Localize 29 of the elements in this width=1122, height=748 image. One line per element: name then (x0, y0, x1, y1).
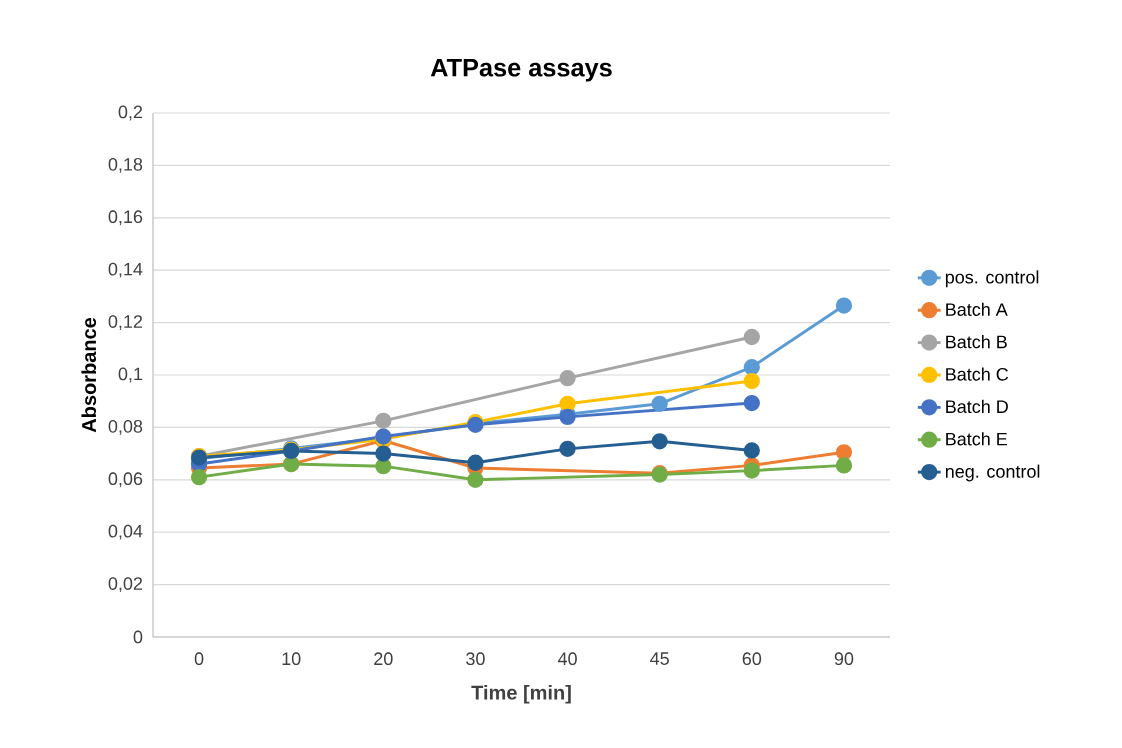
chart-title: ATPase assays (430, 58, 612, 82)
x-tick-label: 0 (194, 652, 204, 666)
legend-label: Batch D (946, 399, 1008, 414)
y-tick-label: 0,1 (118, 367, 143, 383)
y-axis-title: Absorbance (81, 317, 97, 433)
x-tick-label: 40 (557, 652, 577, 666)
y-tick-label: 0,18 (108, 157, 143, 173)
y-tick-label: 0,04 (108, 524, 143, 540)
legend-label: Batch C (946, 367, 1009, 381)
x-tick-label: 45 (650, 652, 669, 665)
legend-label: Batch B (946, 335, 1007, 349)
y-tick-label: 0 (133, 630, 143, 644)
legend-label: Batch E (946, 432, 1007, 446)
legend-label: Batch A (946, 302, 1008, 316)
y-tick-label: 0,02 (108, 577, 143, 593)
y-tick-label: 0,08 (108, 419, 143, 435)
x-tick-label: 60 (742, 652, 762, 666)
x-tick-label: 20 (374, 652, 393, 666)
x-tick-label: 90 (834, 652, 854, 666)
y-tick-label: 0,06 (108, 472, 143, 488)
legend-label: pos. control (945, 270, 1039, 288)
y-tick-label: 0,2 (118, 105, 143, 121)
y-tick-label: 0,16 (108, 210, 143, 226)
legend-label: neg. control (945, 464, 1040, 482)
x-tick-label: 10 (282, 652, 301, 666)
x-axis-title: Time [min] (471, 684, 571, 704)
x-tick-label: 30 (466, 652, 485, 666)
y-tick-label: 0,14 (108, 262, 143, 278)
y-tick-label: 0,12 (108, 315, 143, 331)
